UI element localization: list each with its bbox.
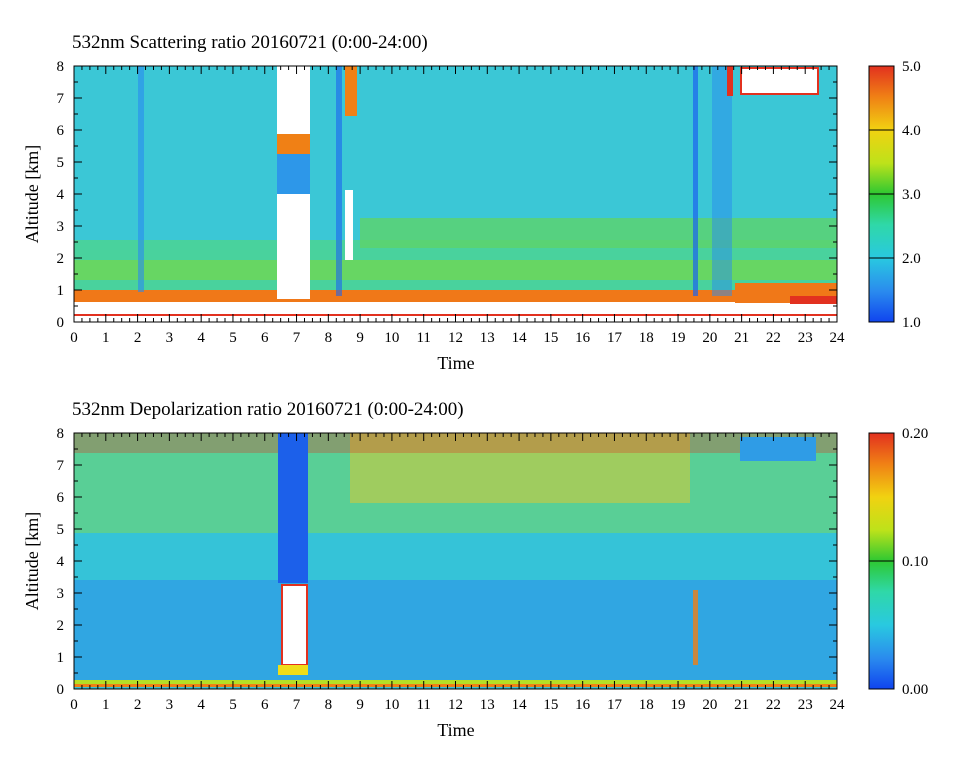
y-tick-label: 2 <box>57 251 65 267</box>
depolarization-y-axis: 0 1 2 3 4 5 6 7 8 <box>57 426 837 698</box>
colorbar-tick-label: 3.0 <box>902 187 921 203</box>
colorbar-tick-label: 5.0 <box>902 59 921 75</box>
x-tick-label: 22 <box>766 330 781 346</box>
y-tick-label: 7 <box>57 91 65 107</box>
x-tick-label: 11 <box>416 330 430 346</box>
y-tick-label: 0 <box>57 682 65 698</box>
y-tick-label: 8 <box>57 426 65 442</box>
y-tick-label: 1 <box>57 650 65 666</box>
x-tick-label: 8 <box>325 330 333 346</box>
scattering-panel: 532nm Scattering ratio 20160721 (0:00-24… <box>22 32 921 373</box>
x-tick-label: 8 <box>325 697 333 713</box>
x-tick-label: 24 <box>830 330 846 346</box>
y-tick-label: 7 <box>57 458 65 474</box>
x-tick-label: 16 <box>575 697 591 713</box>
x-tick-label: 16 <box>575 330 591 346</box>
x-tick-label: 9 <box>356 330 364 346</box>
x-tick-label: 17 <box>607 697 623 713</box>
depolarization-colorbar-ticks: 0.00 0.10 0.20 <box>869 426 928 698</box>
scattering-x-axis-label: Time <box>437 353 474 373</box>
depolarization-heatmap <box>74 433 837 689</box>
x-tick-label: 2 <box>134 330 142 346</box>
x-tick-label: 1 <box>102 697 110 713</box>
scattering-title: 532nm Scattering ratio 20160721 (0:00-24… <box>72 32 428 53</box>
colorbar-tick-label: 2.0 <box>902 251 921 267</box>
depolarization-panel: 532nm Depolarization ratio 20160721 (0:0… <box>22 399 928 740</box>
depolarization-y-axis-label: Altitude [km] <box>22 512 42 610</box>
x-tick-label: 4 <box>197 330 205 346</box>
x-tick-label: 5 <box>229 697 237 713</box>
x-tick-label: 12 <box>448 330 463 346</box>
depolarization-x-axis-label: Time <box>437 720 474 740</box>
x-tick-label: 23 <box>798 697 813 713</box>
depolarization-title: 532nm Depolarization ratio 20160721 (0:0… <box>72 399 464 420</box>
x-tick-label: 3 <box>166 697 174 713</box>
scattering-colorbar-ticks: 1.0 2.0 3.0 4.0 5.0 <box>869 59 921 331</box>
y-tick-label: 4 <box>57 187 65 203</box>
y-tick-label: 3 <box>57 219 65 235</box>
x-tick-label: 6 <box>261 330 269 346</box>
x-tick-label: 2 <box>134 697 142 713</box>
x-tick-label: 20 <box>702 697 717 713</box>
y-tick-label: 3 <box>57 586 65 602</box>
y-tick-label: 0 <box>57 315 65 331</box>
depolarization-x-axis: 0 1 2 3 4 5 6 7 8 9 10 11 12 13 14 15 16 17 18 19 20 21 22 23 24 <box>70 433 845 713</box>
y-tick-label: 4 <box>57 554 65 570</box>
x-tick-label: 7 <box>293 697 301 713</box>
x-tick-label: 20 <box>702 330 717 346</box>
x-tick-label: 13 <box>480 330 495 346</box>
scattering-y-axis: 0 1 2 3 4 5 6 7 8 <box>57 59 837 331</box>
x-tick-label: 23 <box>798 330 813 346</box>
x-tick-label: 18 <box>639 330 654 346</box>
x-tick-label: 21 <box>734 330 749 346</box>
scattering-x-axis: 0 1 2 3 4 5 6 7 8 9 10 11 12 13 14 15 16 17 18 19 20 21 22 23 24 <box>70 66 845 346</box>
colorbar-tick-label: 0.10 <box>902 554 928 570</box>
scattering-y-axis-label: Altitude [km] <box>22 145 42 243</box>
x-tick-label: 10 <box>384 697 399 713</box>
x-tick-label: 13 <box>480 697 495 713</box>
colorbar-tick-label: 1.0 <box>902 315 921 331</box>
x-tick-label: 21 <box>734 697 749 713</box>
x-tick-label: 0 <box>70 697 78 713</box>
x-tick-label: 14 <box>512 697 528 713</box>
colorbar-tick-label: 4.0 <box>902 123 921 139</box>
x-tick-label: 12 <box>448 697 463 713</box>
x-tick-label: 3 <box>166 330 174 346</box>
x-tick-label: 19 <box>671 697 686 713</box>
y-tick-label: 2 <box>57 618 65 634</box>
x-tick-label: 11 <box>416 697 430 713</box>
x-tick-label: 17 <box>607 330 623 346</box>
x-tick-label: 15 <box>543 330 558 346</box>
y-tick-label: 5 <box>57 522 65 538</box>
x-tick-label: 4 <box>197 697 205 713</box>
y-tick-label: 1 <box>57 283 65 299</box>
x-tick-label: 9 <box>356 697 364 713</box>
x-tick-label: 6 <box>261 697 269 713</box>
y-tick-label: 6 <box>57 123 65 139</box>
x-tick-label: 7 <box>293 330 301 346</box>
x-tick-label: 10 <box>384 330 399 346</box>
x-tick-label: 24 <box>830 697 846 713</box>
y-tick-label: 8 <box>57 59 65 75</box>
colorbar-tick-label: 0.00 <box>902 682 928 698</box>
x-tick-label: 14 <box>512 330 528 346</box>
x-tick-label: 15 <box>543 697 558 713</box>
x-tick-label: 22 <box>766 697 781 713</box>
x-tick-label: 5 <box>229 330 237 346</box>
x-tick-label: 19 <box>671 330 686 346</box>
y-tick-label: 5 <box>57 155 65 171</box>
x-tick-label: 18 <box>639 697 654 713</box>
x-tick-label: 1 <box>102 330 110 346</box>
y-tick-label: 6 <box>57 490 65 506</box>
scattering-heatmap <box>74 66 837 322</box>
x-tick-label: 0 <box>70 330 78 346</box>
colorbar-tick-label: 0.20 <box>902 426 928 442</box>
